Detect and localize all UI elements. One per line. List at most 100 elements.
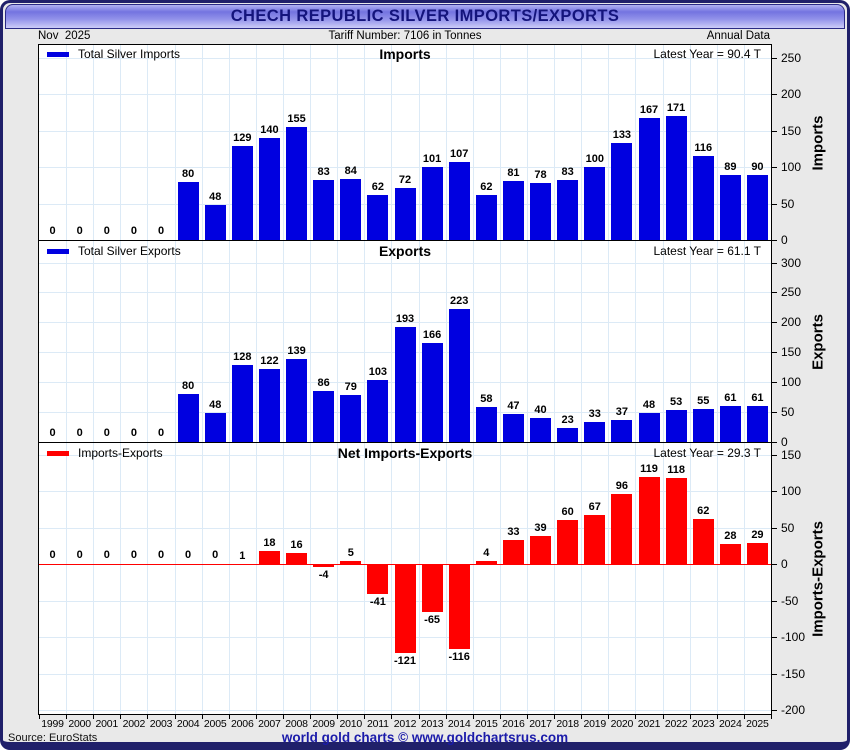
bar-2011 bbox=[367, 380, 389, 442]
bar-value-label: -116 bbox=[448, 650, 470, 663]
bar-value-label: 55 bbox=[697, 395, 710, 408]
bar-2005 bbox=[204, 205, 226, 240]
x-tick bbox=[635, 715, 637, 719]
x-tick bbox=[743, 715, 745, 719]
bar-2009 bbox=[313, 179, 335, 240]
bar-2007 bbox=[258, 369, 280, 442]
bar-value-label: 193 bbox=[395, 312, 415, 325]
bar-2009 bbox=[313, 390, 335, 442]
gridline bbox=[147, 45, 149, 240]
bar-value-label: 16 bbox=[290, 538, 303, 551]
bar-value-label: 223 bbox=[450, 294, 469, 307]
gridline bbox=[39, 322, 771, 324]
panel-header: Total Silver Exports Exports Latest Year =… bbox=[39, 243, 771, 259]
bar-value-label: 0 bbox=[76, 427, 83, 439]
bar-2010 bbox=[340, 178, 362, 240]
plot-area: 0 0 0 0 0 80 48 129 140 155 83 84 62 72 101 107 62 81 78 83… bbox=[38, 44, 772, 715]
bar-2013 bbox=[421, 342, 443, 442]
gridline bbox=[39, 454, 771, 456]
bar-2022 bbox=[665, 115, 687, 240]
bar-2004 bbox=[177, 181, 199, 240]
y-tick bbox=[772, 203, 777, 205]
x-tick bbox=[120, 715, 122, 719]
bar-2022 bbox=[665, 478, 687, 565]
bar-value-label: 139 bbox=[287, 344, 306, 357]
gridline bbox=[228, 45, 230, 240]
bar-value-label: 0 bbox=[49, 549, 56, 562]
gridline bbox=[364, 45, 366, 240]
gridline bbox=[391, 443, 393, 714]
bar-2024 bbox=[719, 175, 741, 240]
bar-value-label: 23 bbox=[561, 414, 574, 427]
bar-2011 bbox=[367, 194, 389, 240]
bar-value-label: 129 bbox=[233, 132, 252, 145]
gridline bbox=[310, 443, 312, 714]
bar-2017 bbox=[530, 183, 552, 240]
y-tick-label: 150 bbox=[781, 447, 802, 462]
bar-value-label: 28 bbox=[724, 529, 737, 542]
x-tick bbox=[364, 715, 366, 719]
bar-value-label: 89 bbox=[724, 161, 737, 174]
gridline bbox=[337, 45, 339, 240]
y-tick-label: 0 bbox=[781, 435, 788, 449]
legend-swatch-icon bbox=[47, 51, 69, 57]
x-tick bbox=[93, 715, 95, 719]
bar-value-label: 37 bbox=[615, 405, 628, 418]
panel-header: Total Silver Imports Imports Latest Year =… bbox=[39, 46, 771, 62]
bar-2021 bbox=[638, 118, 660, 240]
bar-2021 bbox=[638, 413, 660, 442]
bar-2011 bbox=[367, 564, 389, 595]
x-tick bbox=[472, 715, 474, 719]
bar-value-label: 67 bbox=[588, 501, 601, 514]
axis-title: Exports bbox=[809, 313, 827, 370]
panel-title: Imports bbox=[379, 46, 431, 62]
y-tick bbox=[772, 673, 777, 675]
bar-2014 bbox=[448, 308, 470, 442]
gridline bbox=[39, 130, 771, 132]
bar-value-label: 72 bbox=[398, 173, 412, 186]
y-tick bbox=[772, 527, 777, 529]
bar-2023 bbox=[692, 518, 714, 565]
gridline bbox=[337, 443, 339, 714]
gridline bbox=[39, 673, 771, 675]
gridline bbox=[364, 241, 366, 442]
bar-value-label: 103 bbox=[368, 366, 388, 379]
gridline bbox=[554, 443, 556, 714]
latest-year-label: Latest Year = 90.4 T bbox=[653, 47, 761, 61]
gridline bbox=[499, 45, 501, 240]
bar-value-label: 0 bbox=[130, 427, 137, 439]
bar-2025 bbox=[746, 405, 768, 442]
bar-2008 bbox=[286, 552, 308, 565]
year-label: 2001 bbox=[95, 718, 119, 730]
bar-value-label: 53 bbox=[669, 396, 683, 409]
gridline bbox=[499, 443, 501, 714]
bar-2023 bbox=[692, 155, 714, 240]
bar-2006 bbox=[231, 365, 253, 442]
panel-imports-exports: 0 0 0 0 0 0 0 1 18 16 -4 5 -41 -121 -65 -116 4 33 39 60 67 96… bbox=[39, 442, 771, 714]
bar-value-label: 62 bbox=[371, 180, 384, 193]
bar-value-label: 140 bbox=[260, 124, 279, 137]
page-title: CHECH REPUBLIC SILVER IMPORTS/EXPORTS bbox=[230, 7, 620, 25]
gridline bbox=[716, 443, 718, 714]
x-tick bbox=[608, 715, 610, 719]
y-tick-label: 300 bbox=[781, 255, 802, 270]
y-tick bbox=[772, 262, 777, 264]
bar-2019 bbox=[584, 167, 606, 240]
y-tick-label: 150 bbox=[781, 345, 802, 360]
bar-2006 bbox=[231, 563, 253, 565]
bar-2024 bbox=[719, 543, 741, 565]
year-label: 2020 bbox=[610, 718, 634, 730]
legend-label: Total Silver Exports bbox=[78, 244, 181, 258]
gridline bbox=[39, 527, 771, 529]
gridline bbox=[283, 241, 284, 442]
y-tick bbox=[772, 442, 777, 443]
bar-value-label: 81 bbox=[507, 167, 520, 180]
y-tick-label: -50 bbox=[781, 593, 799, 608]
legend: Imports-Exports bbox=[47, 445, 163, 461]
gridline bbox=[39, 292, 771, 294]
gridline bbox=[39, 710, 771, 712]
gridline bbox=[39, 262, 771, 264]
bar-value-label: -65 bbox=[424, 613, 441, 626]
gridline bbox=[391, 45, 393, 240]
bar-value-label: 0 bbox=[103, 549, 110, 562]
